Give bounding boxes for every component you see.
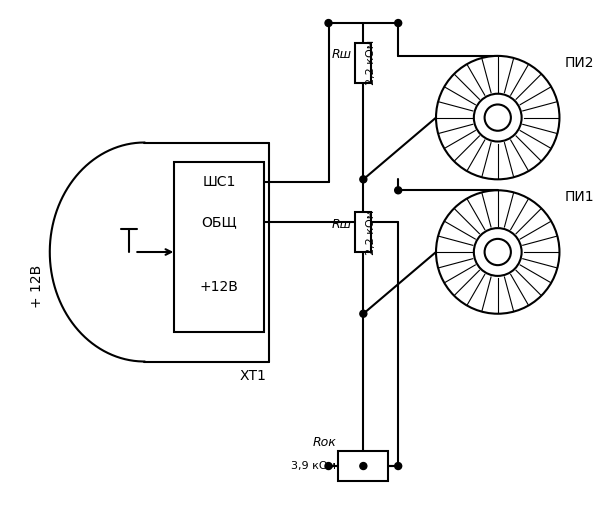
Circle shape xyxy=(436,56,559,179)
Text: ПИ2: ПИ2 xyxy=(565,56,594,70)
Text: ОБЩ: ОБЩ xyxy=(201,215,237,229)
Circle shape xyxy=(474,228,521,276)
Text: +12В: +12В xyxy=(200,280,238,294)
Circle shape xyxy=(395,187,401,194)
Bar xyxy=(355,212,371,252)
Circle shape xyxy=(360,176,367,183)
Text: Rш: Rш xyxy=(331,48,352,61)
Circle shape xyxy=(395,462,401,469)
Circle shape xyxy=(325,462,332,469)
Text: ШС1: ШС1 xyxy=(202,175,236,189)
Bar xyxy=(355,43,371,83)
Circle shape xyxy=(485,104,511,131)
Text: 2,2 кОм: 2,2 кОм xyxy=(367,40,376,85)
Text: ХТ1: ХТ1 xyxy=(240,370,267,383)
Circle shape xyxy=(436,190,559,314)
Text: Rок: Rок xyxy=(313,436,337,449)
Circle shape xyxy=(360,310,367,317)
Text: 3,9 кОм: 3,9 кОм xyxy=(292,461,337,471)
Bar xyxy=(174,162,264,332)
Circle shape xyxy=(474,94,521,141)
Circle shape xyxy=(360,462,367,469)
Circle shape xyxy=(485,239,511,265)
Text: 2,2 кОм: 2,2 кОм xyxy=(367,209,376,255)
Bar xyxy=(338,451,388,481)
Text: Rш: Rш xyxy=(331,218,352,231)
Circle shape xyxy=(325,20,332,26)
Text: + 12В: + 12В xyxy=(30,265,44,308)
Text: ПИ1: ПИ1 xyxy=(565,190,594,204)
Circle shape xyxy=(395,20,401,26)
